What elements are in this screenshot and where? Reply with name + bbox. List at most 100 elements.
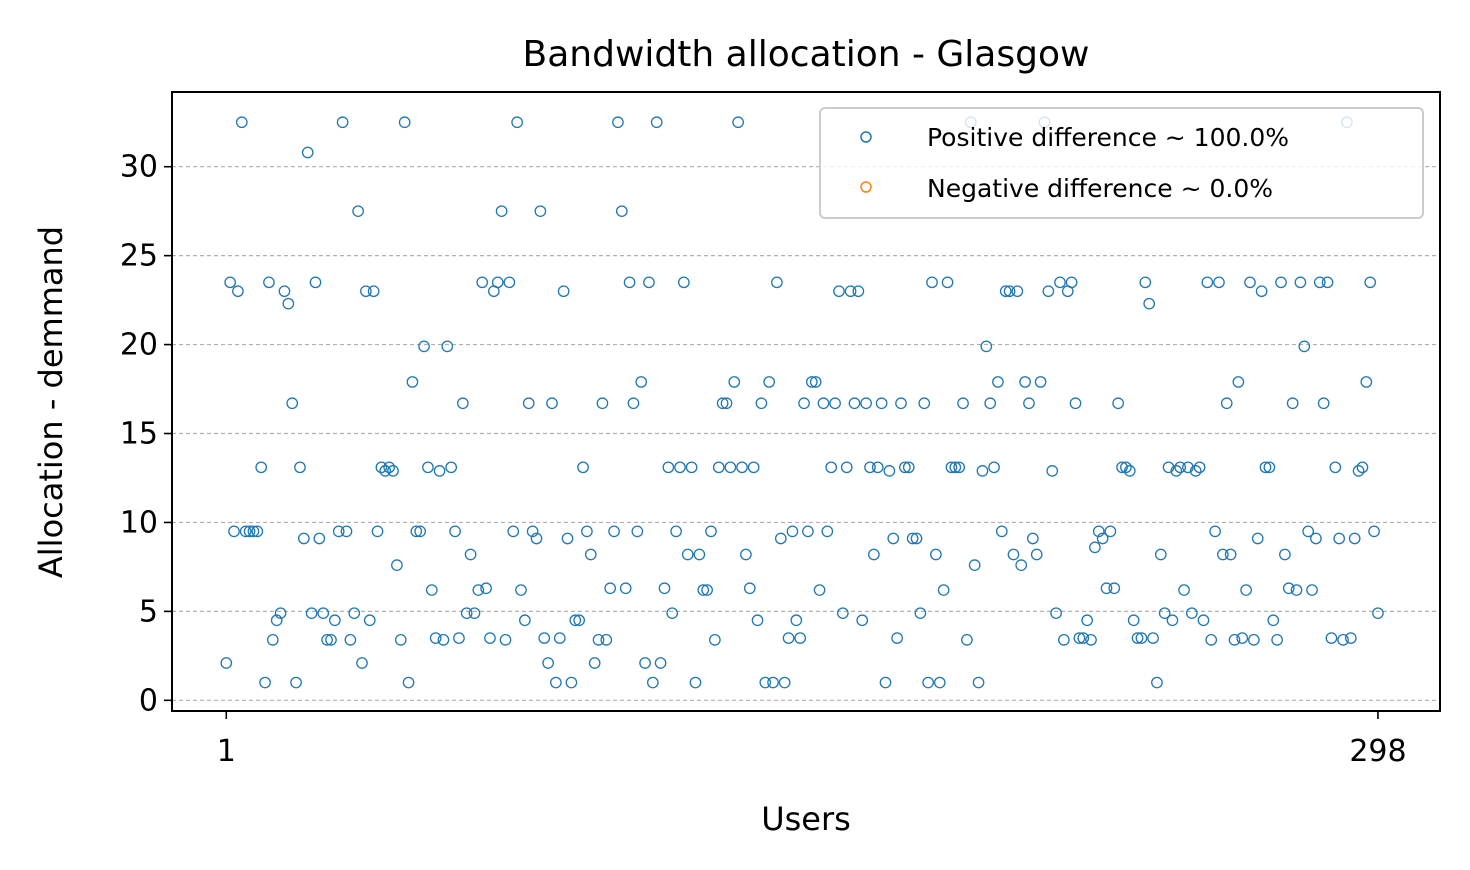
positive-difference-point bbox=[1143, 297, 1156, 310]
positive-difference-point bbox=[1034, 376, 1047, 388]
positive-difference-point bbox=[1046, 465, 1059, 477]
positive-difference-point bbox=[992, 376, 1004, 388]
positive-difference-point bbox=[1306, 584, 1318, 596]
positive-difference-point bbox=[418, 340, 430, 353]
positive-difference-point bbox=[836, 607, 849, 620]
positive-difference-point bbox=[445, 461, 458, 474]
x-tick-label: 1 bbox=[217, 734, 236, 769]
positive-difference-point bbox=[1232, 376, 1245, 388]
positive-difference-point bbox=[926, 276, 938, 289]
positive-difference-point bbox=[1325, 632, 1338, 644]
positive-difference-point bbox=[949, 461, 962, 474]
positive-difference-point bbox=[243, 525, 256, 538]
positive-difference-point bbox=[693, 548, 706, 561]
positive-difference-point bbox=[472, 584, 485, 596]
positive-difference-point bbox=[1209, 525, 1221, 538]
positive-difference-point bbox=[1050, 607, 1062, 620]
grid bbox=[172, 166, 1440, 701]
positive-difference-point bbox=[709, 634, 721, 646]
positive-difference-point bbox=[1271, 634, 1283, 646]
positive-difference-point bbox=[1096, 532, 1109, 545]
legend: Positive difference ~ 100.0% Negative di… bbox=[819, 107, 1424, 219]
positive-difference-point bbox=[689, 676, 702, 689]
positive-difference-point bbox=[1248, 634, 1260, 646]
axis-ticks: 0 5 10 15 20 25 30 1 298 bbox=[120, 150, 1407, 769]
positive-difference-point bbox=[1054, 276, 1066, 289]
positive-difference-point bbox=[437, 634, 450, 646]
positive-difference-point bbox=[1011, 285, 1024, 298]
positive-difference-point bbox=[286, 397, 299, 410]
positive-difference-point bbox=[813, 584, 826, 596]
positive-difference-point bbox=[1166, 614, 1179, 627]
y-tick-label: 0 bbox=[139, 683, 158, 718]
positive-difference-point bbox=[1348, 532, 1361, 545]
positive-difference-point bbox=[1236, 632, 1249, 644]
positive-difference-point bbox=[933, 676, 946, 689]
positive-difference-point bbox=[1127, 614, 1140, 627]
y-tick-label: 10 bbox=[120, 505, 158, 540]
positive-difference-point bbox=[1182, 461, 1194, 474]
positive-difference-point bbox=[410, 525, 423, 538]
positive-difference-point bbox=[899, 461, 911, 474]
positive-difference-point bbox=[1275, 276, 1287, 289]
positive-difference-point bbox=[937, 584, 950, 596]
positive-difference-point bbox=[716, 397, 729, 410]
positive-difference-point bbox=[988, 461, 1000, 474]
positive-difference-point bbox=[538, 632, 551, 644]
positive-difference-point bbox=[1290, 584, 1303, 596]
positive-difference-point bbox=[763, 376, 776, 388]
positive-difference-point bbox=[581, 525, 593, 538]
positive-difference-point bbox=[220, 657, 233, 669]
positive-difference-point bbox=[615, 205, 628, 218]
positive-difference-point bbox=[941, 276, 954, 289]
positive-difference-point bbox=[678, 276, 690, 289]
positive-difference-point bbox=[600, 634, 613, 646]
legend-marker-negative bbox=[860, 181, 872, 193]
positive-difference-point bbox=[484, 632, 496, 644]
positive-difference-point bbox=[433, 465, 446, 477]
positive-difference-point bbox=[720, 397, 733, 410]
positive-difference-point bbox=[1251, 532, 1264, 545]
legend-label-negative: Negative difference ~ 0.0% bbox=[927, 174, 1273, 203]
positive-difference-point bbox=[464, 548, 477, 561]
positive-difference-point bbox=[1026, 532, 1039, 545]
positive-difference-point bbox=[406, 376, 419, 388]
y-tick-label: 20 bbox=[120, 328, 158, 363]
positive-difference-point bbox=[1255, 285, 1268, 298]
positive-difference-point bbox=[871, 461, 884, 474]
positive-difference-point bbox=[674, 461, 686, 474]
positive-difference-point bbox=[623, 276, 636, 289]
positive-difference-point bbox=[650, 116, 663, 129]
positive-difference-point bbox=[1065, 276, 1078, 289]
positive-difference-point bbox=[297, 532, 310, 545]
positive-difference-point bbox=[557, 285, 570, 298]
positive-difference-point bbox=[643, 276, 655, 289]
positive-difference-point bbox=[309, 276, 322, 289]
positive-difference-point bbox=[290, 676, 302, 689]
positive-difference-point bbox=[701, 584, 713, 596]
positive-difference-point bbox=[391, 559, 403, 571]
positive-difference-point bbox=[728, 376, 741, 388]
positive-difference-point bbox=[1329, 461, 1342, 474]
positive-difference-point bbox=[1364, 276, 1377, 289]
positive-difference-point bbox=[918, 397, 931, 410]
positive-difference-point bbox=[608, 525, 620, 538]
positive-difference-point bbox=[774, 532, 787, 545]
positive-difference-point bbox=[352, 205, 364, 218]
positive-difference-point bbox=[627, 397, 640, 410]
plot-area-frame bbox=[171, 91, 1441, 712]
positive-difference-point bbox=[1317, 397, 1330, 410]
positive-difference-point bbox=[856, 614, 869, 627]
positive-difference-point bbox=[1112, 397, 1125, 410]
positive-difference-point bbox=[584, 548, 597, 561]
positive-difference-point bbox=[282, 297, 295, 310]
positive-difference-point bbox=[1189, 465, 1202, 477]
positive-difference-point bbox=[379, 465, 392, 477]
positive-difference-point bbox=[522, 397, 535, 410]
positive-difference-point bbox=[1333, 532, 1346, 545]
positive-difference-point bbox=[294, 461, 306, 474]
positive-difference-point bbox=[685, 461, 698, 474]
positive-difference-point bbox=[1151, 676, 1163, 689]
positive-difference-point bbox=[550, 676, 562, 689]
positive-difference-point bbox=[1170, 465, 1183, 477]
